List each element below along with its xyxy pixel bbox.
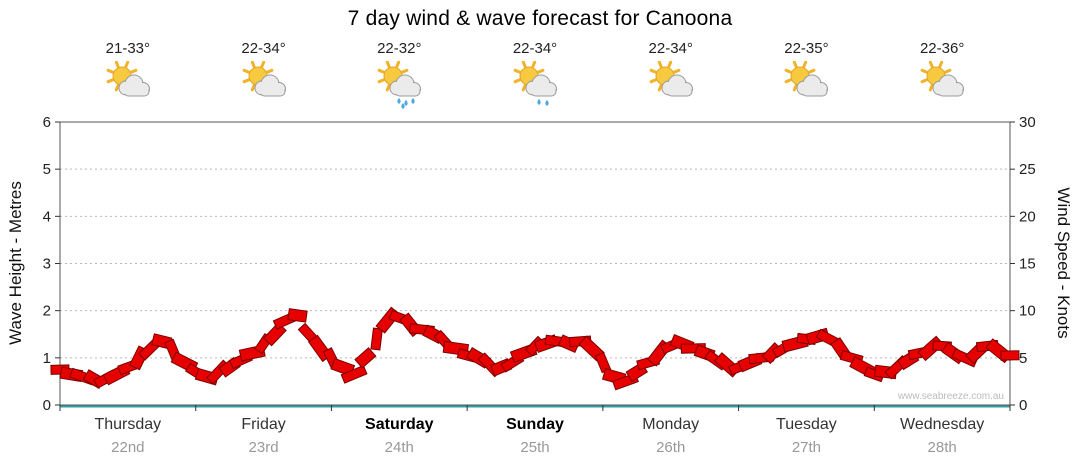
day-label: Thursday 22nd (58, 416, 198, 456)
svg-text:20: 20 (1019, 208, 1036, 225)
raindrop (545, 100, 549, 106)
day-temp-range: 22-36° (919, 40, 965, 57)
svg-text:10: 10 (1019, 303, 1036, 320)
day-name: Monday (642, 416, 700, 433)
day-header: 22-34° (611, 40, 731, 114)
raindrop (411, 98, 415, 104)
day-name: Saturday (365, 416, 434, 433)
gridlines (60, 168, 1010, 359)
partly-cloudy-icon (920, 60, 965, 97)
day-label: Monday 26th (601, 416, 741, 456)
day-temp-range: 22-32° (377, 40, 422, 57)
svg-text:4: 4 (43, 208, 51, 225)
day-label: Wednesday 28th (872, 416, 1012, 456)
svg-text:5: 5 (1019, 350, 1027, 367)
svg-text:15: 15 (1019, 256, 1036, 273)
day-header: 22-36° (882, 40, 1002, 114)
raindrop (397, 98, 401, 104)
svg-text:0: 0 (43, 397, 51, 414)
day-date: 25th (520, 439, 550, 456)
day-temp-range: 21-33° (105, 40, 151, 57)
day-name: Sunday (506, 416, 564, 433)
light-showers-icon (513, 60, 557, 106)
wind-wave-flags (50, 306, 1020, 391)
partly-cloudy-icon (242, 60, 286, 97)
day-name: Wednesday (900, 416, 985, 433)
day-header: 22-32° (339, 40, 459, 114)
raindrop (401, 103, 405, 109)
day-header: 22-34° (204, 40, 324, 114)
right-axis: 0 5 10 15 20 25 30 (1010, 114, 1036, 414)
day-date: 26th (656, 439, 686, 456)
day-date: 24th (384, 439, 414, 456)
chart-title: 7 day wind & wave forecast for Canoona (347, 7, 733, 30)
day-header: 22-35° (746, 40, 866, 114)
weather-icon-holder (915, 60, 969, 109)
day-date: 23rd (248, 439, 279, 456)
raindrop (537, 99, 541, 105)
day-date: 28th (927, 439, 957, 456)
day-temp-range: 22-34° (648, 40, 693, 57)
weather-icon-holder (644, 60, 698, 109)
svg-text:6: 6 (43, 114, 51, 131)
svg-text:3: 3 (43, 256, 51, 273)
day-temp-range: 22-35° (784, 40, 829, 57)
svg-text:30: 30 (1019, 114, 1036, 131)
partly-cloudy-icon (106, 60, 150, 97)
day-name: Friday (241, 416, 286, 433)
day-temp-range: 22-34° (512, 40, 558, 57)
raindrop (404, 100, 408, 106)
day-temp-range: 22-34° (241, 40, 286, 57)
svg-text:5: 5 (43, 161, 51, 178)
partly-cloudy-icon (649, 60, 693, 97)
left-axis: 0 1 2 3 4 5 6 (43, 114, 60, 414)
svg-text:1: 1 (43, 350, 51, 367)
weather-icon-holder (372, 60, 426, 109)
svg-text:0: 0 (1019, 397, 1027, 414)
day-header: 22-34° (475, 40, 595, 114)
svg-text:25: 25 (1019, 161, 1036, 178)
showers-icon (377, 60, 422, 109)
day-date: 27th (791, 439, 822, 456)
day-label: Friday 23rd (194, 416, 334, 456)
day-date: 22nd (111, 439, 145, 456)
partly-cloudy-icon (785, 60, 829, 97)
weather-icon-holder (779, 60, 833, 109)
watermark: www.seabreeze.com.au (897, 391, 1004, 402)
bottom-axis-ticks (59, 405, 1011, 411)
day-header: 21-33° (68, 40, 188, 114)
day-name: Tuesday (776, 416, 837, 433)
day-label: Tuesday 27th (736, 416, 876, 456)
day-label: Sunday 25th (465, 416, 605, 456)
svg-text:2: 2 (43, 303, 51, 320)
weather-icon-holder (101, 60, 155, 109)
weather-icon-holder (237, 60, 291, 109)
weather-icon-holder (508, 60, 562, 109)
day-name: Thursday (94, 416, 162, 433)
day-label: Saturday 24th (329, 416, 469, 456)
